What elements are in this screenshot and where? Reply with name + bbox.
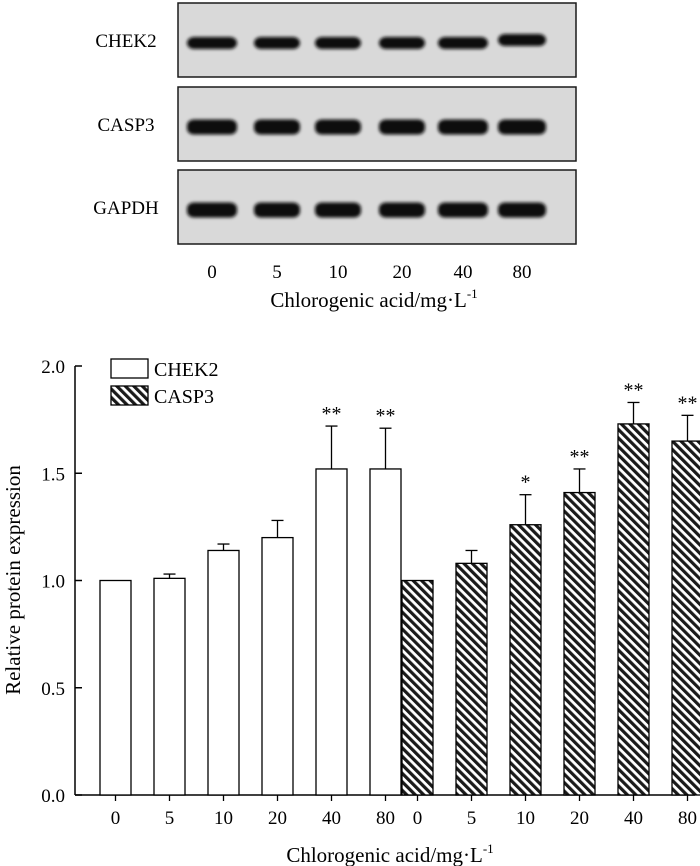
bar: [455, 562, 488, 796]
x-tick-label: 80: [376, 808, 395, 829]
blot-band: [379, 202, 425, 218]
legend: CHEK2 CASP3: [110, 358, 218, 408]
y-axis-label: Relative protein expression: [1, 465, 25, 695]
blot-row-casp3: CASP3: [97, 86, 577, 162]
blot-lane-label: 10: [329, 262, 348, 283]
legend-item-chek2: CHEK2: [110, 358, 218, 381]
x-tick-label: 40: [624, 808, 643, 829]
blot-row-chek2: CHEK2: [95, 2, 577, 78]
significance-marker: **: [322, 403, 342, 425]
western-blot-panel: CHEK2 CASP3 GAPDH 0 5 10 20 40 80 Chlorogenic aci…: [93, 2, 577, 312]
blot-lane-label: 40: [454, 262, 473, 283]
blot-band: [438, 202, 488, 218]
blot-band: [254, 119, 300, 135]
blot-band: [187, 119, 237, 135]
blot-band: [438, 119, 488, 135]
legend-label: CASP3: [154, 386, 214, 408]
significance-marker: **: [624, 379, 644, 401]
series-casp3: *******: [401, 379, 700, 796]
series-chek2: ** **: [99, 403, 402, 796]
blot-x-axis-label: Chlorogenic acid/mg·L-1: [270, 286, 477, 312]
x-tick-label: 20: [268, 808, 287, 829]
significance-marker: **: [678, 392, 698, 414]
blot-band: [498, 202, 546, 218]
x-tick-label: 20: [570, 808, 589, 829]
bar: [563, 491, 596, 796]
x-tick-label: 10: [516, 808, 535, 829]
blot-band: [187, 202, 237, 218]
blot-lane-label: 5: [272, 262, 282, 283]
x-tick-label: 0: [413, 808, 423, 829]
legend-swatch: [110, 385, 149, 406]
bar: [509, 524, 542, 796]
blot-x-axis-label-unit-exponent: -1: [467, 286, 478, 301]
bar-chart: 0.00.51.01.52.0 ** ********* 0 5 10 20 40 80 0 5…: [1, 357, 700, 866]
y-tick-label: 2.0: [41, 357, 65, 378]
blot-row-gapdh: GAPDH: [93, 169, 577, 245]
legend-label: CHEK2: [154, 359, 218, 381]
x-axis-label-unit-exponent: -1: [483, 841, 494, 856]
x-axis-ticks: 0 5 10 20 40 80 0 5 10 20 40 80: [111, 795, 697, 829]
x-tick-label: 80: [678, 808, 697, 829]
bar: [369, 468, 402, 796]
blot-band: [315, 202, 361, 218]
blot-band: [379, 37, 425, 49]
bars: ** *********: [99, 379, 700, 796]
x-tick-label: 5: [165, 808, 175, 829]
legend-item-casp3: CASP3: [110, 385, 214, 408]
x-axis-label: Chlorogenic acid/mg·L-1: [286, 841, 493, 866]
blot-band: [254, 37, 300, 49]
y-tick-label: 1.5: [41, 464, 65, 485]
bar: [671, 440, 700, 796]
legend-swatch: [110, 358, 149, 379]
y-axis-ticks: 0.0 0.5 1.0 1.5 2.0: [41, 357, 82, 807]
blot-band: [498, 34, 546, 46]
blot-x-axis-label-text: Chlorogenic acid/mg·L: [270, 288, 467, 312]
blot-row-label: GAPDH: [93, 198, 159, 219]
bar: [99, 579, 132, 796]
blot-lane-labels: 0 5 10 20 40 80: [207, 262, 531, 283]
blot-lane-label: 0: [207, 262, 217, 283]
bar: [315, 468, 348, 796]
blot-band: [438, 37, 488, 49]
x-tick-label: 40: [322, 808, 341, 829]
blot-band: [315, 37, 361, 49]
blot-row-label: CASP3: [97, 115, 154, 136]
blot-lane-label: 80: [513, 262, 532, 283]
x-axis-label-text: Chlorogenic acid/mg·L: [286, 843, 483, 866]
x-tick-label: 10: [214, 808, 233, 829]
blot-band: [254, 202, 300, 218]
blot-band: [379, 119, 425, 135]
bar: [207, 549, 240, 796]
x-tick-label: 0: [111, 808, 121, 829]
bar: [261, 536, 294, 796]
blot-band: [315, 119, 361, 135]
bar: [617, 423, 650, 796]
bar: [153, 577, 186, 796]
significance-marker: **: [376, 405, 396, 427]
y-tick-label: 0.0: [41, 786, 65, 807]
x-tick-label: 5: [467, 808, 477, 829]
blot-lane-label: 20: [393, 262, 412, 283]
bar: [401, 579, 434, 796]
blot-band: [187, 37, 237, 49]
y-tick-label: 0.5: [41, 679, 65, 700]
significance-marker: **: [570, 446, 590, 468]
blot-band: [498, 119, 546, 135]
significance-marker: *: [521, 472, 531, 494]
blot-row-label: CHEK2: [95, 31, 156, 52]
y-tick-label: 1.0: [41, 572, 65, 593]
